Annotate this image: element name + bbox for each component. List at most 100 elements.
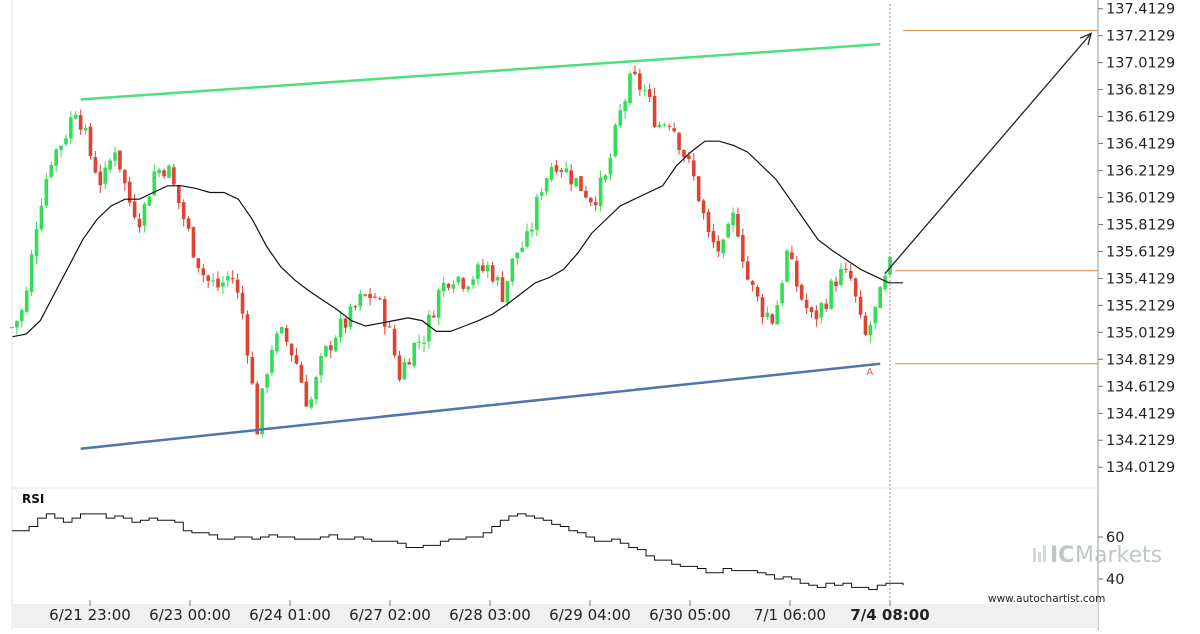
- candle-body-bull: [49, 165, 54, 177]
- candle-body-bear: [162, 170, 166, 177]
- time-tick-label: 6/28 03:00: [449, 606, 531, 624]
- candle-body-bear: [284, 328, 289, 342]
- candle-body-bull: [775, 305, 779, 325]
- brand-bar-icon: [1043, 545, 1046, 562]
- price-tick-label: 135.8129: [1106, 217, 1175, 233]
- candle-body-bear: [299, 364, 304, 383]
- candle-body-bear: [118, 150, 122, 170]
- candle-body-bear: [132, 201, 137, 218]
- candle-body-bear: [446, 283, 451, 288]
- candle-body-bull: [819, 303, 824, 318]
- candle-body-bear: [181, 202, 186, 220]
- candle-body-bear: [343, 318, 348, 328]
- candle-body-bear: [569, 170, 573, 185]
- candle-body-bull: [549, 167, 554, 180]
- candle-body-bear: [250, 356, 255, 384]
- candle-body-bear: [481, 265, 485, 272]
- candle-body-bear: [584, 190, 588, 198]
- candle-body-bull: [20, 310, 24, 322]
- candle-body-bull: [535, 196, 539, 230]
- candle-body-bear: [407, 362, 412, 365]
- candle-body-bear: [814, 310, 819, 320]
- candle-body-bear: [461, 278, 466, 289]
- rsi-label: RSI: [22, 492, 44, 506]
- moving-average-line: [11, 140, 903, 338]
- candle-body-bear: [804, 299, 809, 309]
- candle-body-bear: [373, 296, 377, 298]
- candles: [10, 65, 892, 438]
- footer-url: www.autochartist.com: [988, 593, 1105, 605]
- candle-body-bull: [598, 177, 603, 207]
- candle-body-bull: [618, 110, 623, 126]
- candle-body-bull: [54, 149, 58, 166]
- time-tick-label: 6/27 02:00: [349, 606, 431, 624]
- candle-body-bull: [505, 280, 510, 303]
- candle-body-bear: [652, 95, 657, 128]
- price-tick-label: 136.0129: [1106, 190, 1175, 206]
- candle-body-bear: [196, 258, 201, 268]
- price-tick-label: 134.0129: [1106, 460, 1175, 476]
- time-axis-band: [12, 604, 1098, 628]
- candle-body-bull: [731, 212, 735, 226]
- candle-body-bull: [574, 178, 578, 187]
- candle-body-bear: [186, 218, 191, 229]
- candle-body-bear: [863, 315, 868, 335]
- candle-body-bear: [677, 132, 681, 151]
- candle-body-bull: [422, 342, 426, 344]
- price-tick-label: 134.4129: [1106, 406, 1175, 422]
- candle-body-bear: [682, 149, 686, 158]
- candle-body-bear: [123, 169, 127, 184]
- price-tick-label: 135.2129: [1106, 298, 1175, 314]
- time-tick-label: 6/24 01:00: [249, 606, 331, 624]
- candle-body-bear: [559, 169, 564, 172]
- candle-body-bull: [15, 320, 19, 328]
- candle-body-bear: [387, 326, 392, 328]
- candle-body-bull: [29, 254, 34, 292]
- price-tick-label: 136.4129: [1106, 137, 1175, 153]
- candle-body-bull: [324, 346, 328, 357]
- price-tick-label: 134.8129: [1106, 352, 1175, 368]
- channel-lower-line: [80, 362, 881, 450]
- candle-body-bull: [279, 327, 284, 334]
- candle-body-bull: [221, 282, 225, 287]
- price-tick-label: 137.2129: [1106, 29, 1175, 45]
- candle-body-bull: [721, 239, 726, 254]
- time-tick-label: 7/4 08:00: [850, 606, 929, 624]
- candle-body-bull: [69, 117, 73, 139]
- candle-body-bull: [108, 160, 112, 170]
- candle-body-bull: [333, 337, 338, 351]
- candle-body-bull: [348, 306, 353, 328]
- candle-body-bull: [544, 178, 549, 192]
- candle-body-bear: [201, 268, 206, 276]
- rsi-tick-label: 40: [1106, 572, 1124, 588]
- candle-body-bear: [760, 297, 765, 317]
- overlay-lines: A: [11, 4, 1098, 604]
- candle-body-bear: [363, 294, 367, 296]
- candle-body-bear: [353, 306, 358, 308]
- candle-body-bull: [873, 306, 878, 324]
- candle-body-bull: [211, 280, 215, 282]
- candle-body-bear: [696, 176, 701, 202]
- candle-body-bull: [402, 362, 407, 380]
- candle-body-bull: [113, 152, 117, 161]
- time-tick-label: 6/23 00:00: [149, 606, 231, 624]
- candle-body-bear: [593, 201, 598, 206]
- candle-body-bear: [490, 265, 495, 282]
- candle-body-bull: [839, 268, 843, 286]
- candle-body-bull: [510, 258, 515, 282]
- candle-body-bull: [726, 224, 730, 238]
- price-tick-label: 136.8129: [1106, 83, 1175, 99]
- candle-body-bull: [476, 264, 480, 279]
- time-tick-label: 6/29 04:00: [549, 606, 631, 624]
- forecast-arrow-head-icon: [1079, 32, 1093, 46]
- rsi-line: [12, 513, 904, 590]
- candle-body-bear: [795, 260, 799, 287]
- brand-prefix: IC: [1050, 543, 1074, 568]
- candle-body-bear: [206, 275, 211, 281]
- candle-body-bear: [304, 381, 309, 407]
- candle-body-bull: [270, 349, 274, 373]
- candle-body-bear: [382, 299, 387, 327]
- candle-body-bull: [142, 203, 147, 226]
- candle-body-bear: [137, 218, 142, 228]
